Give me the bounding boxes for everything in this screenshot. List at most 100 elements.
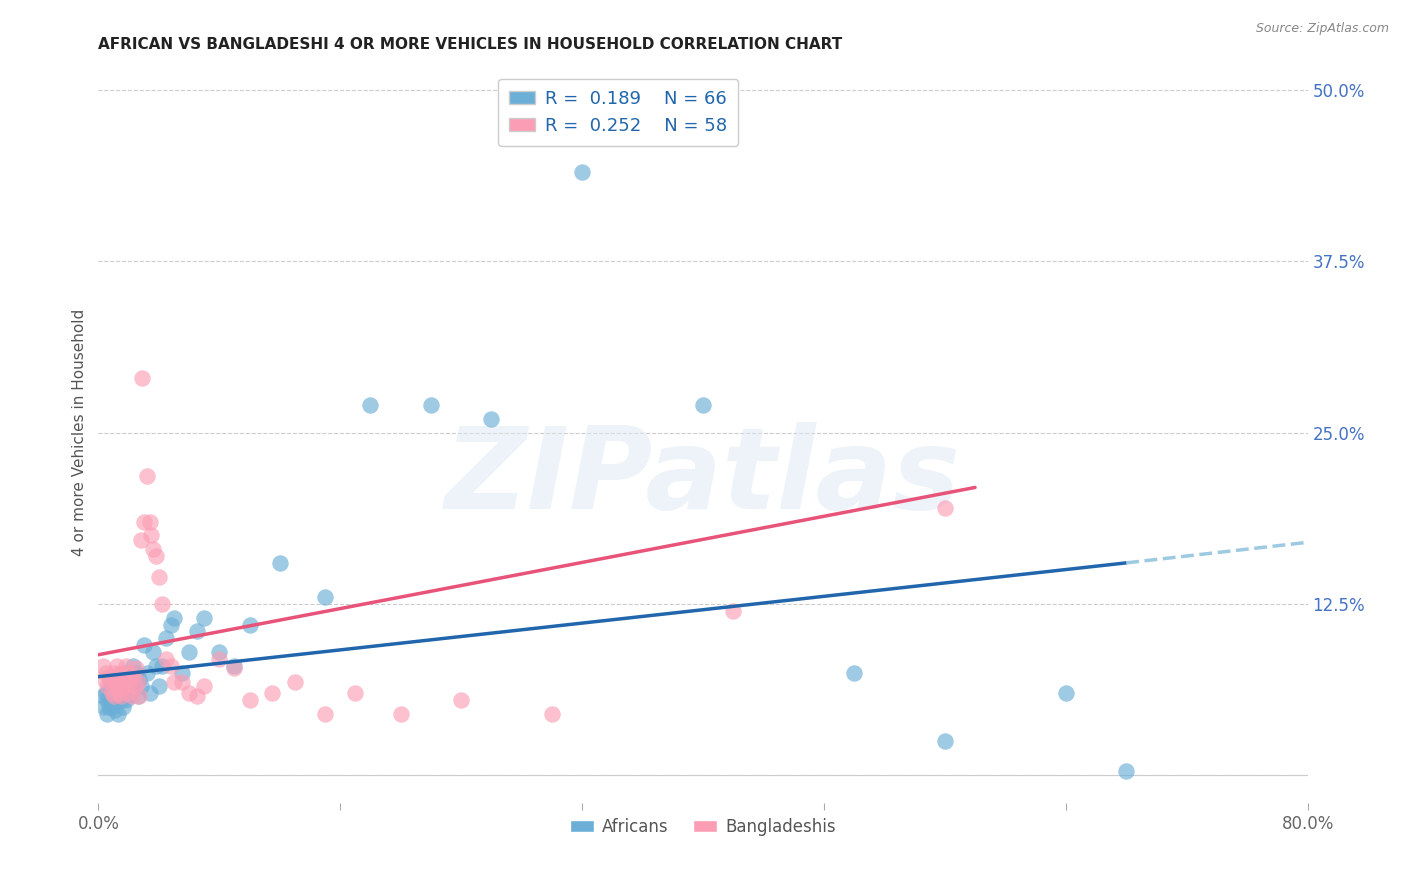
Point	[115, 686, 138, 700]
Point	[224, 661, 246, 675]
Point	[186, 624, 208, 639]
Point	[98, 699, 121, 714]
Point	[160, 617, 183, 632]
Point	[239, 617, 262, 632]
Point	[186, 689, 208, 703]
Point	[105, 658, 128, 673]
Point	[111, 665, 134, 680]
Point	[112, 679, 135, 693]
Point	[114, 658, 136, 673]
Point	[103, 693, 125, 707]
Point	[314, 706, 336, 721]
Point	[125, 661, 148, 675]
Point	[98, 670, 121, 684]
Point	[101, 686, 124, 700]
Text: ZIPatlas: ZIPatlas	[444, 422, 962, 533]
Point	[163, 675, 186, 690]
Point	[96, 693, 118, 707]
Point	[107, 675, 129, 690]
Point	[105, 679, 128, 693]
Point	[344, 686, 367, 700]
Point	[155, 652, 177, 666]
Point	[481, 412, 503, 426]
Point	[127, 689, 149, 703]
Point	[93, 673, 115, 687]
Point	[420, 398, 443, 412]
Point	[163, 610, 186, 624]
Point	[91, 689, 114, 703]
Point	[132, 515, 155, 529]
Point	[208, 652, 231, 666]
Point	[723, 604, 745, 618]
Point	[105, 693, 128, 707]
Point	[104, 673, 127, 687]
Point	[389, 706, 412, 721]
Point	[94, 686, 117, 700]
Text: Source: ZipAtlas.com: Source: ZipAtlas.com	[1256, 22, 1389, 36]
Point	[128, 689, 150, 703]
Point	[314, 590, 336, 604]
Point	[94, 665, 117, 680]
Legend: Africans, Bangladeshis: Africans, Bangladeshis	[564, 811, 842, 843]
Point	[150, 597, 173, 611]
Point	[145, 658, 167, 673]
Point	[111, 686, 134, 700]
Point	[98, 683, 121, 698]
Point	[139, 515, 162, 529]
Point	[100, 693, 122, 707]
Point	[284, 675, 307, 690]
Point	[262, 686, 284, 700]
Point	[934, 501, 956, 516]
Point	[120, 665, 142, 680]
Point	[170, 675, 193, 690]
Point	[179, 686, 201, 700]
Point	[844, 665, 866, 680]
Point	[93, 699, 115, 714]
Point	[114, 686, 136, 700]
Point	[540, 706, 562, 721]
Y-axis label: 4 or more Vehicles in Household: 4 or more Vehicles in Household	[72, 309, 87, 557]
Point	[101, 683, 124, 698]
Point	[104, 673, 127, 687]
Point	[155, 632, 177, 646]
Point	[360, 398, 382, 412]
Point	[110, 689, 132, 703]
Point	[239, 693, 262, 707]
Point	[692, 398, 714, 412]
Point	[112, 673, 135, 687]
Point	[132, 638, 155, 652]
Point	[111, 699, 134, 714]
Point	[103, 686, 125, 700]
Point	[100, 675, 122, 690]
Point	[110, 675, 132, 690]
Point	[139, 686, 162, 700]
Point	[91, 658, 114, 673]
Point	[145, 549, 167, 563]
Point	[108, 689, 131, 703]
Point	[110, 693, 132, 707]
Point	[96, 679, 118, 693]
Point	[121, 686, 143, 700]
Point	[148, 569, 170, 583]
Point	[108, 665, 131, 680]
Point	[1115, 764, 1137, 779]
Point	[128, 673, 150, 687]
Point	[122, 670, 145, 684]
Point	[142, 542, 165, 557]
Point	[148, 679, 170, 693]
Point	[135, 665, 157, 680]
Point	[170, 665, 193, 680]
Point	[193, 679, 215, 693]
Point	[115, 665, 138, 680]
Point	[224, 658, 246, 673]
Point	[118, 675, 141, 690]
Point	[96, 706, 118, 721]
Point	[100, 675, 122, 690]
Point	[125, 665, 148, 680]
Point	[141, 528, 163, 542]
Point	[103, 665, 125, 680]
Point	[129, 533, 152, 547]
Point	[450, 693, 472, 707]
Point	[127, 675, 149, 690]
Point	[142, 645, 165, 659]
